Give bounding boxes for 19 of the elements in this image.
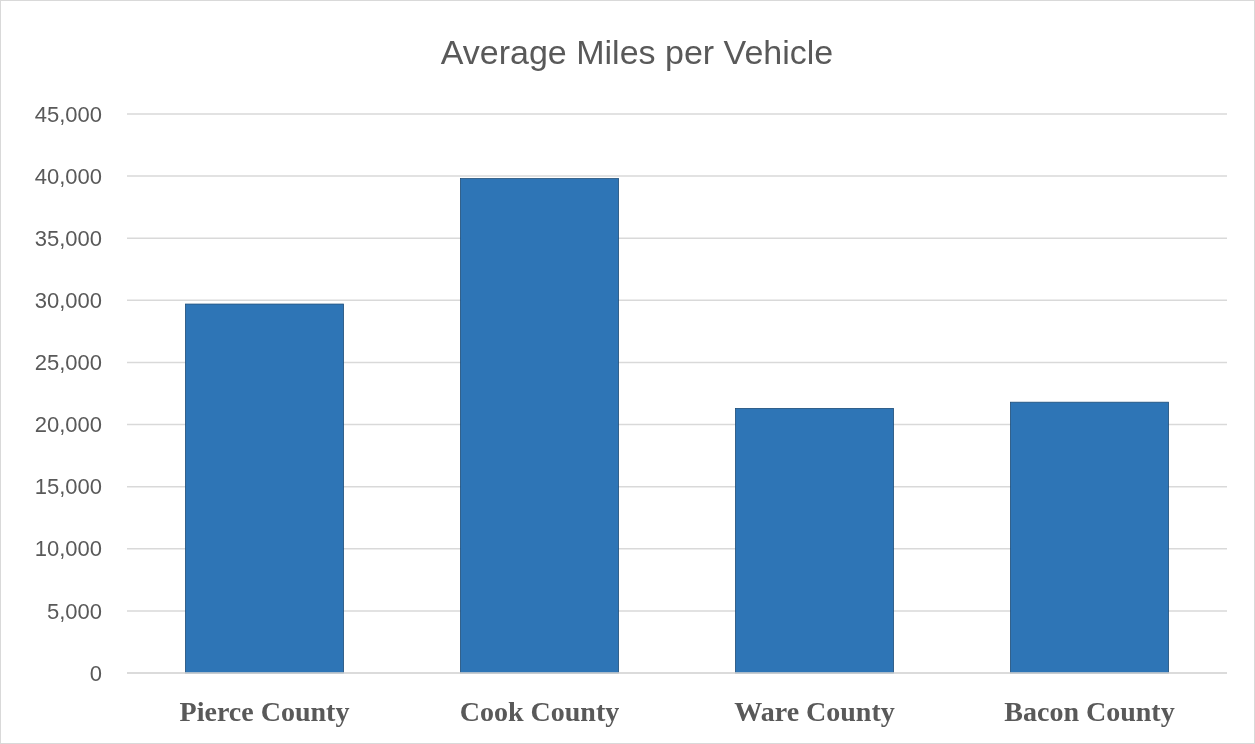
x-tick-label: Bacon County xyxy=(1004,696,1175,727)
bar xyxy=(735,408,894,674)
y-tick-label: 40,000 xyxy=(34,163,102,189)
bar xyxy=(460,178,619,674)
x-tick-label: Pierce County xyxy=(179,696,350,727)
bar xyxy=(185,303,344,674)
y-tick-label: 20,000 xyxy=(34,412,102,438)
x-tick-label: Cook County xyxy=(459,696,620,727)
y-tick-label: 0 xyxy=(89,660,102,686)
y-tick-label: 45,000 xyxy=(34,101,102,127)
y-tick-label: 35,000 xyxy=(34,225,102,251)
y-tick-label: 25,000 xyxy=(34,350,102,376)
x-tick-label: Ware County xyxy=(734,696,895,727)
chart-title: Average Miles per Vehicle xyxy=(440,33,834,71)
y-tick-label: 5,000 xyxy=(46,598,102,624)
y-tick-label: 30,000 xyxy=(34,288,102,314)
y-tick-label: 10,000 xyxy=(34,536,102,562)
bar xyxy=(1010,401,1169,674)
y-tick-label: 15,000 xyxy=(34,474,102,500)
